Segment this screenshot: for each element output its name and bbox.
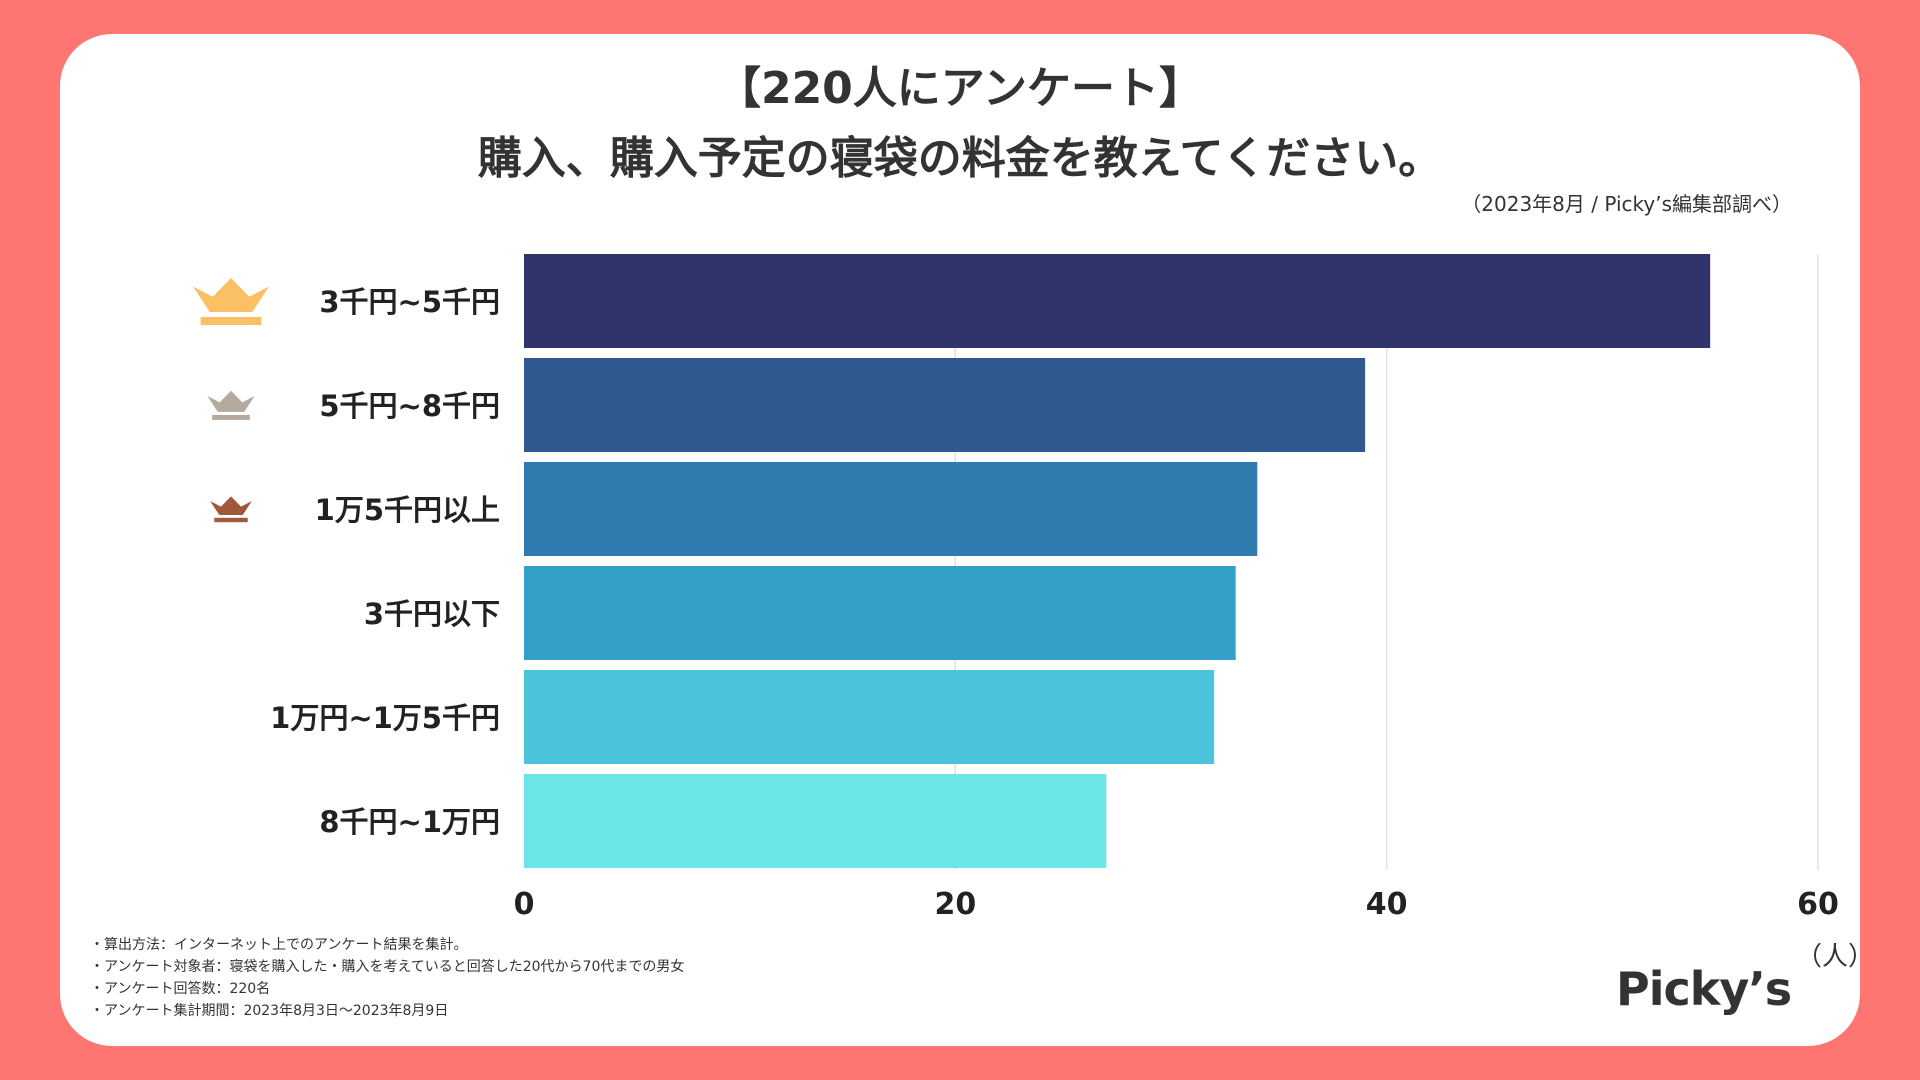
x-tick-label: 0 [514,887,535,922]
category-label: 3千円以下 [364,597,500,631]
note-period: ・アンケート集計期間：2023年8月3日〜2023年8月9日 [90,1003,449,1019]
x-tick-label: 40 [1366,887,1408,922]
bar [524,254,1711,348]
bar [524,774,1107,868]
gold-crown-icon [193,278,269,325]
bar [524,462,1258,556]
chart-title-line2: 購入、購入予定の寝袋の料金を教えてください。 [477,133,1443,184]
category-label: 5千円~8千円 [319,389,500,423]
category-label: 1万5千円以上 [315,493,500,527]
crown-shape [193,278,269,312]
crown-base [200,317,262,325]
crown-shape [210,496,252,516]
category-label: 8千円~1万円 [319,805,500,839]
chart-title-line1: 【220人にアンケート】 [716,63,1204,114]
source-note: （2023年8月 / Picky’s編集部調べ） [1461,192,1792,216]
category-label: 1万円~1万5千円 [270,701,500,735]
silver-crown-icon [207,390,255,420]
note-count: ・アンケート回答数：220名 [90,981,271,997]
note-target: ・アンケート対象者：寝袋を購入した・購入を考えていると回答した20代から70代ま… [90,959,685,975]
survey-notes: ・算出方法：インターネット上でのアンケート結果を集計。 ・アンケート対象者：寝袋… [90,934,684,1022]
x-tick-label: 20 [934,887,976,922]
bar [524,358,1366,452]
bar [524,566,1236,660]
note-method: ・算出方法：インターネット上でのアンケート結果を集計。 [90,937,468,953]
bar [524,670,1215,764]
x-tick-label: 60 [1797,887,1839,922]
crown-base [214,517,248,523]
pickys-logo: Picky’s [1616,962,1792,1016]
axis-unit: （人） [1796,942,1875,972]
bronze-crown-icon [210,496,252,523]
crown-shape [207,390,255,412]
crown-base [212,414,250,420]
category-label: 3千円~5千円 [319,285,500,319]
